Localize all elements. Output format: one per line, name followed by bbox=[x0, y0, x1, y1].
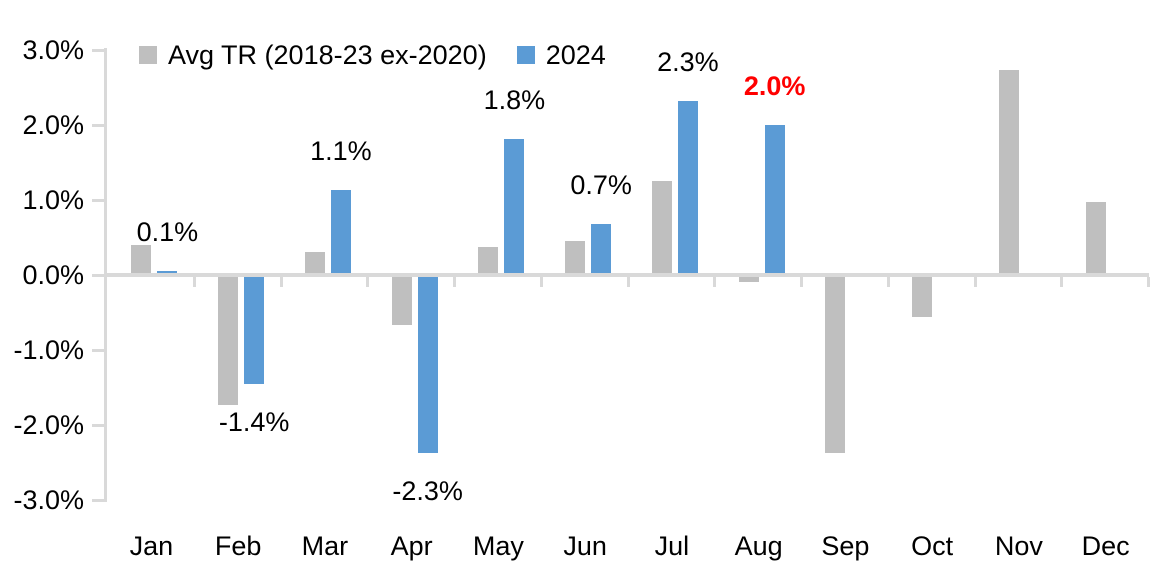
x-axis-label-may: May bbox=[472, 531, 524, 561]
y-axis-tick bbox=[92, 49, 105, 52]
bar-avg-tr-jan bbox=[131, 245, 152, 275]
x-axis-tick bbox=[279, 277, 283, 287]
data-label-may: 1.8% bbox=[483, 85, 546, 116]
bar-avg-tr-oct bbox=[912, 275, 933, 317]
x-axis-tick bbox=[192, 277, 196, 287]
data-label-aug: 2.0% bbox=[743, 71, 806, 101]
bar-avg-tr-apr bbox=[391, 275, 412, 326]
x-axis-label-mar: Mar bbox=[301, 531, 349, 561]
y-axis-tick-label: -2.0% bbox=[13, 410, 84, 440]
x-axis-label-dec: Dec bbox=[1081, 531, 1130, 561]
bar-avg-tr-mar bbox=[304, 251, 325, 275]
bar-avg-tr-jul bbox=[651, 181, 672, 275]
bar-2024-jun bbox=[591, 224, 612, 275]
x-axis-tick bbox=[713, 277, 717, 287]
x-axis-label-jun: Jun bbox=[563, 531, 607, 561]
x-axis-label-sep: Sep bbox=[821, 531, 870, 561]
bar-avg-tr-feb bbox=[218, 275, 239, 405]
data-label-jul: 2.3% bbox=[657, 47, 719, 77]
y-axis-tick-label: 3.0% bbox=[22, 35, 84, 65]
y-axis-tick bbox=[92, 499, 105, 502]
bar-2024-jul bbox=[677, 101, 698, 275]
bar-avg-tr-may bbox=[478, 247, 499, 275]
bar-2024-feb bbox=[244, 275, 265, 384]
data-label-jan: 0.1% bbox=[136, 217, 199, 248]
legend-swatch-avg-tr-icon bbox=[139, 46, 157, 64]
y-axis-tick-label: 0.0% bbox=[22, 260, 84, 290]
data-label-jun: 0.7% bbox=[570, 170, 632, 200]
data-label-apr: -2.3% bbox=[392, 475, 463, 506]
bar-avg-tr-aug bbox=[738, 275, 759, 282]
chart-legend: Avg TR (2018-23 ex-2020) 2024 bbox=[139, 40, 606, 70]
x-axis-tick bbox=[539, 277, 543, 287]
legend-item-avg-tr: Avg TR (2018-23 ex-2020) bbox=[139, 40, 487, 70]
x-axis-tick bbox=[886, 277, 890, 287]
x-axis-label-aug: Aug bbox=[734, 531, 783, 561]
y-axis-tick-label: -1.0% bbox=[13, 335, 84, 365]
y-axis-tick-label: 2.0% bbox=[22, 110, 84, 140]
bar-avg-tr-sep bbox=[825, 275, 846, 453]
x-axis-tick bbox=[626, 277, 630, 287]
x-axis-label-jul: Jul bbox=[654, 531, 690, 561]
y-axis-tick bbox=[92, 274, 105, 277]
y-axis-tick bbox=[92, 424, 105, 427]
bar-2024-may bbox=[504, 139, 525, 275]
x-axis-label-nov: Nov bbox=[994, 531, 1043, 561]
x-axis-label-apr: Apr bbox=[390, 531, 433, 561]
x-axis-tick bbox=[800, 277, 803, 287]
x-axis-tick bbox=[1060, 277, 1064, 287]
y-axis-tick bbox=[92, 124, 105, 127]
x-axis-tick bbox=[366, 277, 370, 287]
bar-avg-tr-jun bbox=[565, 241, 586, 275]
legend-label-avg-tr: Avg TR (2018-23 ex-2020) bbox=[168, 40, 487, 70]
x-axis-label-feb: Feb bbox=[214, 531, 262, 561]
bar-avg-tr-dec bbox=[1085, 202, 1106, 275]
legend-item-2024: 2024 bbox=[516, 40, 606, 70]
legend-swatch-2024-icon bbox=[516, 46, 535, 64]
x-axis-label-oct: Oct bbox=[911, 531, 954, 561]
y-axis-tick bbox=[92, 199, 105, 202]
y-axis-tick-label: -3.0% bbox=[13, 485, 84, 515]
bar-avg-tr-nov bbox=[998, 70, 1019, 275]
data-label-mar: 1.1% bbox=[310, 136, 372, 167]
y-axis-tick-label: 1.0% bbox=[22, 185, 84, 215]
bar-2024-aug bbox=[764, 125, 785, 275]
bar-2024-apr bbox=[417, 275, 438, 453]
y-axis-tick bbox=[92, 349, 105, 352]
x-axis-line bbox=[104, 273, 1149, 277]
x-axis-tick bbox=[453, 277, 456, 287]
x-axis-label-jan: Jan bbox=[129, 531, 174, 561]
data-label-feb: -1.4% bbox=[218, 406, 290, 437]
x-axis-tick bbox=[1147, 277, 1150, 287]
bar-2024-mar bbox=[330, 190, 351, 275]
x-axis-tick bbox=[973, 277, 977, 287]
legend-label-2024: 2024 bbox=[545, 40, 606, 70]
